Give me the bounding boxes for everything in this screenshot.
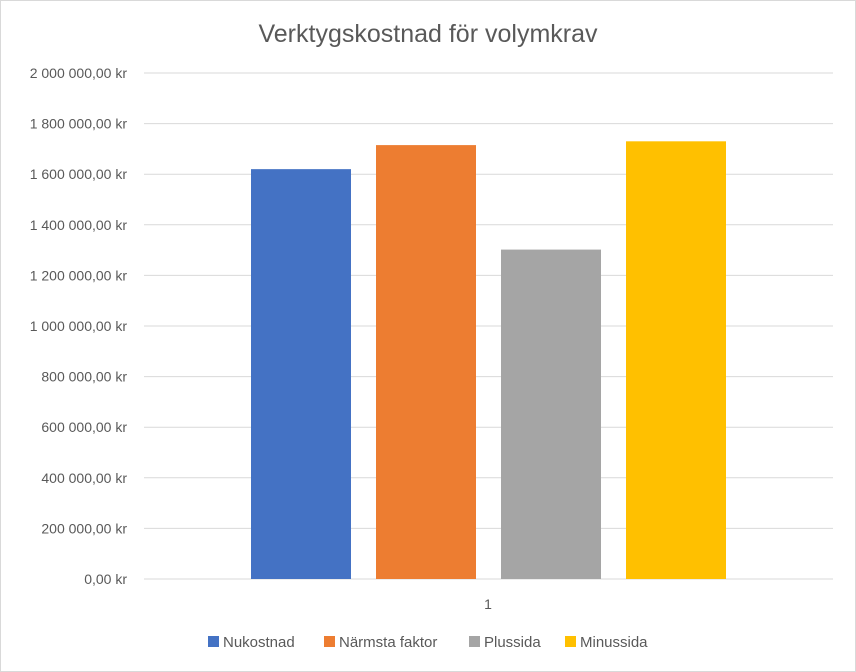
legend-swatch — [565, 636, 576, 647]
bar-nukostnad — [251, 169, 351, 579]
y-tick-label: 1 400 000,00 kr — [30, 217, 128, 233]
y-tick-label: 1 800 000,00 kr — [30, 116, 128, 132]
x-tick-label: 1 — [484, 596, 492, 612]
legend-item: Nukostnad — [208, 634, 295, 651]
legend-item: Plussida — [469, 634, 541, 651]
legend: Nukostnad Närmsta faktor Plussida Minussida — [208, 634, 648, 651]
y-axis-tick-labels: 0,00 kr 200 000,00 kr 400 000,00 kr 600 000… — [30, 65, 128, 587]
legend-label: Plussida — [484, 634, 541, 651]
legend-label: Närmsta faktor — [339, 634, 437, 651]
legend-swatch — [469, 636, 480, 647]
y-tick-label: 1 000 000,00 kr — [30, 318, 128, 334]
legend-item: Minussida — [565, 634, 648, 651]
legend-label: Nukostnad — [223, 634, 295, 651]
y-tick-label: 2 000 000,00 kr — [30, 65, 128, 81]
y-tick-label: 1 200 000,00 kr — [30, 267, 128, 283]
y-tick-label: 600 000,00 kr — [41, 419, 127, 435]
bar-n-rmsta-faktor — [376, 145, 476, 580]
legend-item: Närmsta faktor — [324, 634, 437, 651]
y-tick-label: 200 000,00 kr — [41, 520, 127, 536]
y-tick-label: 800 000,00 kr — [41, 369, 127, 385]
x-axis-tick-labels: 1 — [484, 596, 492, 612]
gridlines — [144, 72, 833, 580]
bar-minussida — [626, 141, 726, 579]
bar-plussida — [501, 249, 601, 579]
bars — [251, 141, 726, 580]
legend-label: Minussida — [580, 634, 648, 651]
y-tick-label: 400 000,00 kr — [41, 470, 127, 486]
legend-swatch — [208, 636, 219, 647]
chart-title: Verktygskostnad för volymkrav — [258, 20, 598, 48]
y-tick-label: 1 600 000,00 kr — [30, 166, 128, 182]
legend-swatch — [324, 636, 335, 647]
y-tick-label: 0,00 kr — [84, 571, 127, 587]
